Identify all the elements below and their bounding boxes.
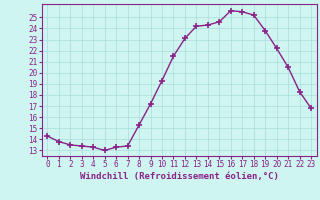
X-axis label: Windchill (Refroidissement éolien,°C): Windchill (Refroidissement éolien,°C) (80, 172, 279, 181)
